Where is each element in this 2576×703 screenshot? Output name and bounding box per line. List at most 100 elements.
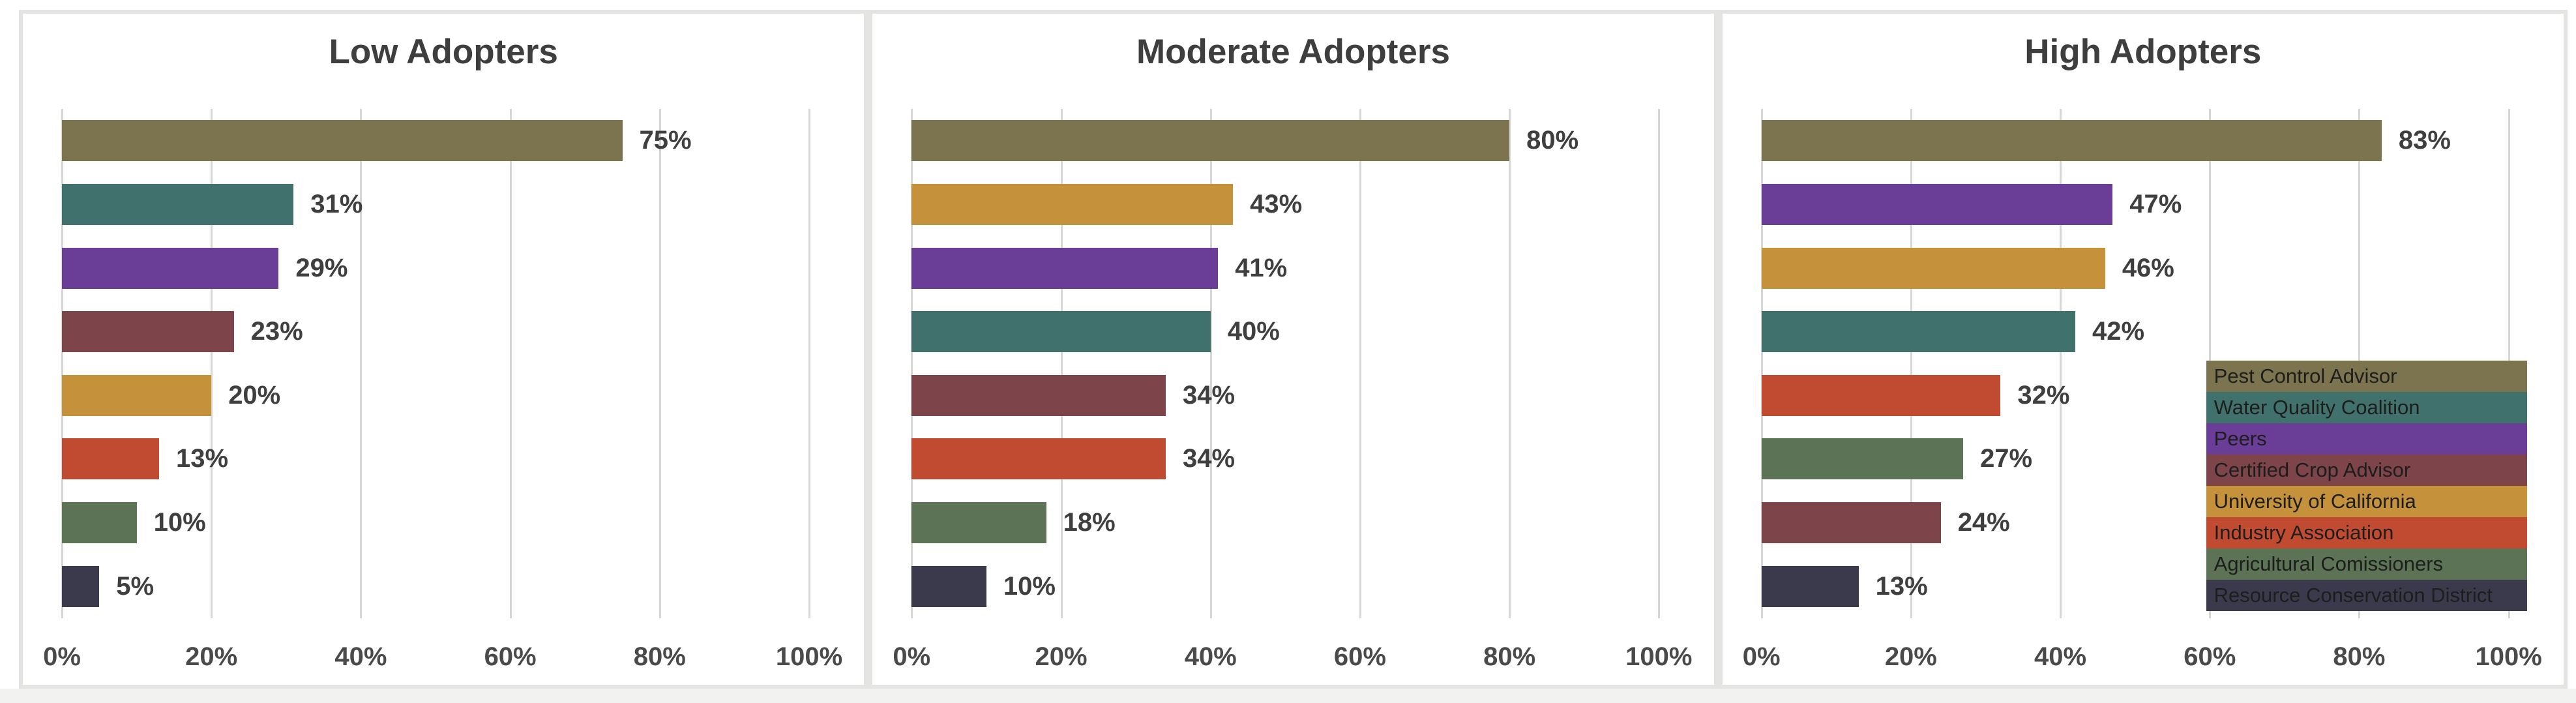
chart-title: Low Adopters — [329, 33, 558, 71]
bar-row: 24% — [1761, 491, 2509, 555]
x-gridline — [1060, 109, 1063, 618]
bar-agricultural_comissioners — [62, 502, 137, 544]
bar-value-label: 32% — [2017, 380, 2070, 410]
charts-frame: Low Adopters 75% 31% 29% 23% 20% 13% 10% 5% 0% 2… — [19, 10, 2568, 689]
chart-panel-moderate-adopters: Moderate Adopters 80% 43% 41% 40% 34% 34% 18% 1… — [872, 14, 1714, 685]
bar-row: 80% — [911, 109, 1659, 173]
x-tick-label: 40% — [2034, 642, 2087, 671]
bar-row: 34% — [911, 427, 1659, 491]
bar-peers — [1761, 183, 2113, 225]
bar-resource_conservation_district — [62, 565, 100, 607]
legend-item-agricultural_comissioners: Agricultural Comissioners — [2206, 548, 2527, 580]
bar-row: 31% — [62, 173, 809, 237]
x-axis: 0% 20% 40% 60% 80% 100% — [1743, 642, 2542, 675]
bar-row: 18% — [911, 491, 1659, 555]
bar-row: 40% — [911, 300, 1659, 364]
x-axis: 0% 20% 40% 60% 80% 100% — [893, 642, 1692, 675]
x-gridline — [1658, 109, 1661, 618]
chart-panel-high-adopters: High Adopters 83% 47% 46% 42% 32% 27% 24% 13% 0… — [1722, 14, 2564, 685]
legend-item-peers: Peers — [2206, 423, 2527, 455]
bar-water_quality_coalition — [1761, 311, 2075, 353]
x-tick-label: 60% — [2184, 642, 2236, 671]
x-gridline — [1509, 109, 1511, 618]
bar-row: 42% — [1761, 300, 2509, 364]
bar-value-label: 10% — [1003, 571, 1056, 601]
bar-peers — [62, 247, 279, 289]
bar-agricultural_comissioners — [911, 502, 1046, 544]
x-tick-label: 100% — [775, 642, 843, 671]
bar-value-label: 42% — [2092, 317, 2145, 346]
bars-layer: 80% 43% 41% 40% 34% 34% 18% 10% — [911, 109, 1659, 618]
x-gridline — [808, 109, 810, 618]
bar-row: 27% — [1761, 427, 2509, 491]
bar-value-label: 31% — [310, 189, 363, 218]
x-tick-label: 100% — [2475, 642, 2542, 671]
x-gridline — [211, 109, 213, 618]
bar-resource_conservation_district — [1761, 565, 1859, 607]
bar-resource_conservation_district — [911, 565, 986, 607]
bar-row: 10% — [62, 491, 809, 555]
x-gridline — [2060, 109, 2062, 618]
bar-industry_association — [911, 438, 1166, 480]
bar-certified_crop_advisor — [62, 311, 234, 353]
bar-university_of_california — [1761, 247, 2105, 289]
x-axis: 0% 20% 40% 60% 80% 100% — [43, 642, 842, 675]
bar-value-label: 13% — [1875, 571, 1928, 601]
bar-row: 23% — [62, 300, 809, 364]
bar-value-label: 41% — [1235, 253, 1288, 282]
x-tick-label: 0% — [893, 642, 931, 671]
bars-layer: 83% 47% 46% 42% 32% 27% 24% 13% — [1761, 109, 2509, 618]
bar-value-label: 46% — [2122, 253, 2174, 282]
x-tick-label: 80% — [1483, 642, 1536, 671]
x-gridline — [1910, 109, 1912, 618]
bar-row: 13% — [62, 427, 809, 491]
bar-row: 43% — [911, 173, 1659, 237]
bar-row: 34% — [911, 364, 1659, 428]
legend-item-resource_conservation_district: Resource Conservation District — [2206, 580, 2527, 611]
bar-row: 32% — [1761, 364, 2509, 428]
chart-panel-low-adopters: Low Adopters 75% 31% 29% 23% 20% 13% 10% 5% 0% 2… — [23, 14, 865, 685]
bottom-strip — [0, 689, 2576, 703]
x-tick-label: 0% — [1742, 642, 1781, 671]
bar-value-label: 5% — [116, 571, 155, 601]
x-tick-label: 80% — [2333, 642, 2386, 671]
legend-item-water_quality_coalition: Water Quality Coalition — [2206, 392, 2527, 423]
x-tick-label: 60% — [1333, 642, 1386, 671]
bar-value-label: 13% — [175, 444, 229, 473]
x-tick-label: 20% — [1884, 642, 1937, 671]
bar-row: 83% — [1761, 109, 2509, 173]
bar-water_quality_coalition — [62, 183, 294, 225]
bar-row: 75% — [62, 109, 809, 173]
bar-value-label: 27% — [1980, 444, 2033, 473]
bar-value-label: 83% — [2398, 126, 2451, 155]
x-tick-label: 20% — [1035, 642, 1088, 671]
bar-row: 41% — [911, 236, 1659, 300]
bar-value-label: 23% — [250, 317, 303, 346]
legend: Pest Control Advisor Water Quality Coalit… — [2206, 361, 2527, 611]
x-gridline — [911, 109, 913, 618]
legend-item-university_of_california: University of California — [2206, 486, 2527, 517]
bar-industry_association — [1761, 374, 2001, 416]
x-gridline — [659, 109, 661, 618]
x-gridline — [509, 109, 512, 618]
x-tick-label: 20% — [185, 642, 238, 671]
chart-title: Moderate Adopters — [1136, 33, 1450, 71]
x-tick-label: 100% — [1625, 642, 1693, 671]
bar-pest_control_advisor — [62, 120, 623, 162]
bar-value-label: 29% — [295, 253, 348, 282]
bar-value-label: 75% — [639, 126, 692, 155]
x-tick-label: 40% — [1184, 642, 1237, 671]
bar-row: 20% — [62, 364, 809, 428]
bar-row: 46% — [1761, 236, 2509, 300]
bar-agricultural_comissioners — [1761, 438, 1964, 480]
bar-row: 5% — [62, 554, 809, 618]
legend-item-industry_association: Industry Association — [2206, 517, 2527, 548]
x-gridline — [1760, 109, 1763, 618]
bar-pest_control_advisor — [911, 120, 1510, 162]
x-tick-label: 60% — [484, 642, 537, 671]
bar-certified_crop_advisor — [1761, 502, 1941, 544]
bar-certified_crop_advisor — [911, 374, 1166, 416]
bar-university_of_california — [62, 374, 212, 416]
bar-industry_association — [62, 438, 159, 480]
